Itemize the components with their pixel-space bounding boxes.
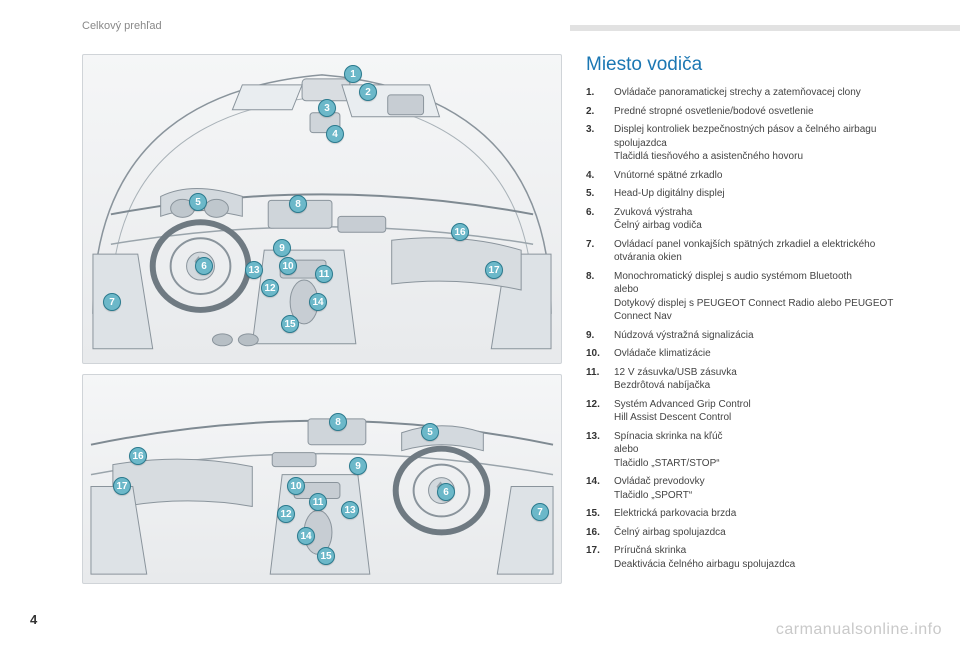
callout-13: 13: [245, 261, 263, 279]
legend-item-number: 4.: [586, 169, 604, 183]
legend-item: 14. Ovládač prevodovky Tlačidlo „SPORT“: [586, 475, 916, 502]
legend-item-number: 12.: [586, 398, 604, 425]
legend-item: 15. Elektrická parkovacia brzda: [586, 507, 916, 521]
callout-2: 2: [359, 83, 377, 101]
callout-8: 8: [289, 195, 307, 213]
dashboard-illustration-lhd: 1234567891011121314151617: [82, 54, 562, 364]
legend-list: 1. Ovládače panoramatickej strechy a zate…: [586, 86, 916, 571]
callout-17: 17: [485, 261, 503, 279]
legend-item-number: 1.: [586, 86, 604, 100]
legend-item-number: 8.: [586, 270, 604, 324]
legend-item: 7. Ovládací panel vonkajších spätných zrk…: [586, 238, 916, 265]
callout-10: 10: [279, 257, 297, 275]
callout-17: 17: [113, 477, 131, 495]
legend-item: 10. Ovládače klimatizácie: [586, 347, 916, 361]
legend-item-text: Ovládač prevodovky Tlačidlo „SPORT“: [614, 475, 916, 502]
callout-12: 12: [261, 279, 279, 297]
legend-item-text: Elektrická parkovacia brzda: [614, 507, 916, 521]
legend-item: 1. Ovládače panoramatickej strechy a zate…: [586, 86, 916, 100]
legend-item-text: Spínacia skrinka na kľúč alebo Tlačidlo …: [614, 430, 916, 471]
legend-item-number: 15.: [586, 507, 604, 521]
watermark: carmanualsonline.info: [776, 621, 942, 639]
legend-item: 16. Čelný airbag spolujazdca: [586, 526, 916, 540]
legend-item-text: Čelný airbag spolujazdca: [614, 526, 916, 540]
legend-item: 6. Zvuková výstraha Čelný airbag vodiča: [586, 206, 916, 233]
legend-item-number: 3.: [586, 123, 604, 164]
legend-item-number: 13.: [586, 430, 604, 471]
legend-item-text: Ovládače klimatizácie: [614, 347, 916, 361]
legend-item: 9. Núdzová výstražná signalizácia: [586, 329, 916, 343]
callout-3: 3: [318, 99, 336, 117]
legend-item-text: Displej kontroliek bezpečnostných pásov …: [614, 123, 916, 164]
callout-16: 16: [451, 223, 469, 241]
legend-item: 12. Systém Advanced Grip Control Hill Ass…: [586, 398, 916, 425]
page-number: 4: [30, 612, 37, 627]
legend-item-text: 12 V zásuvka/USB zásuvka Bezdrôtová nabí…: [614, 366, 916, 393]
callout-7: 7: [531, 503, 549, 521]
illustration-column: 1234567891011121314151617: [82, 54, 562, 584]
callout-15: 15: [281, 315, 299, 333]
legend-item-number: 7.: [586, 238, 604, 265]
callout-6: 6: [195, 257, 213, 275]
legend-item: 4. Vnútorné spätné zrkadlo: [586, 169, 916, 183]
callout-14: 14: [309, 293, 327, 311]
callout-4: 4: [326, 125, 344, 143]
callout-6: 6: [437, 483, 455, 501]
callout-10: 10: [287, 477, 305, 495]
legend-item-text: Ovládače panoramatickej strechy a zatemň…: [614, 86, 916, 100]
callout-14: 14: [297, 527, 315, 545]
callout-9: 9: [349, 457, 367, 475]
dashboard-illustration-rhd: 567891011121314151617: [82, 374, 562, 584]
legend-item-text: Predné stropné osvetlenie/bodové osvetle…: [614, 105, 916, 119]
callout-8: 8: [329, 413, 347, 431]
legend-item-number: 11.: [586, 366, 604, 393]
legend-item-text: Núdzová výstražná signalizácia: [614, 329, 916, 343]
legend-item: 13. Spínacia skrinka na kľúč alebo Tlačid…: [586, 430, 916, 471]
legend-item-text: Vnútorné spätné zrkadlo: [614, 169, 916, 183]
callout-7: 7: [103, 293, 121, 311]
legend-item-text: Monochromatický displej s audio systémom…: [614, 270, 916, 324]
callout-5: 5: [189, 193, 207, 211]
legend-item-number: 17.: [586, 544, 604, 571]
page-content: 1234567891011121314151617: [0, 22, 960, 584]
legend-item-number: 16.: [586, 526, 604, 540]
callout-11: 11: [309, 493, 327, 511]
callout-15: 15: [317, 547, 335, 565]
callout-12: 12: [277, 505, 295, 523]
legend-column: Miesto vodiča 1. Ovládače panoramatickej …: [586, 54, 916, 584]
legend-item-number: 6.: [586, 206, 604, 233]
legend-item: 2. Predné stropné osvetlenie/bodové osvet…: [586, 105, 916, 119]
callout-9: 9: [273, 239, 291, 257]
legend-item: 3.Displej kontroliek bezpečnostných páso…: [586, 123, 916, 164]
callout-11: 11: [315, 265, 333, 283]
legend-item: 11. 12 V zásuvka/USB zásuvka Bezdrôtová n…: [586, 366, 916, 393]
callout-1: 1: [344, 65, 362, 83]
legend-item-number: 14.: [586, 475, 604, 502]
legend-item-number: 5.: [586, 187, 604, 201]
legend-item-number: 9.: [586, 329, 604, 343]
header-band: [570, 25, 960, 31]
legend-item-number: 2.: [586, 105, 604, 119]
legend-item-text: Systém Advanced Grip Control Hill Assist…: [614, 398, 916, 425]
legend-item-text: Zvuková výstraha Čelný airbag vodiča: [614, 206, 916, 233]
callout-5: 5: [421, 423, 439, 441]
legend-item: 5. Head-Up digitálny displej: [586, 187, 916, 201]
legend-title: Miesto vodiča: [586, 54, 916, 76]
legend-item-number: 10.: [586, 347, 604, 361]
legend-item: 8.Monochromatický displej s audio systém…: [586, 270, 916, 324]
legend-item: 17. Príručná skrinka Deaktivácia čelného …: [586, 544, 916, 571]
legend-item-text: Ovládací panel vonkajších spätných zrkad…: [614, 238, 916, 265]
legend-item-text: Príručná skrinka Deaktivácia čelného air…: [614, 544, 916, 571]
callout-16: 16: [129, 447, 147, 465]
legend-item-text: Head-Up digitálny displej: [614, 187, 916, 201]
section-header: Celkový prehľad: [82, 20, 162, 32]
callout-13: 13: [341, 501, 359, 519]
manual-page: Celkový prehľad: [0, 0, 960, 649]
